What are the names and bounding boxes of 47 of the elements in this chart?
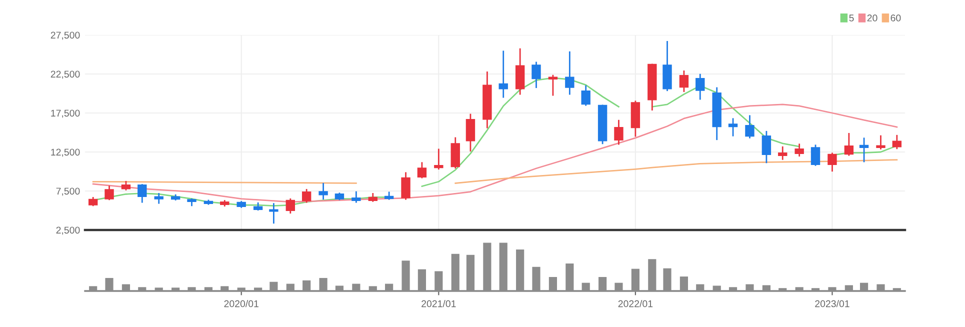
candlestick	[450, 137, 460, 169]
y-tick-label: 7,500	[56, 188, 80, 196]
candlestick	[352, 191, 361, 203]
candlestick	[762, 130, 772, 164]
legend-label: 60	[890, 14, 901, 22]
y-tick-label: 12,500	[51, 148, 80, 157]
x-tick-label: 2022/01	[618, 300, 653, 308]
candlestick	[794, 144, 804, 157]
candlestick	[810, 144, 820, 166]
candlestick	[466, 114, 476, 152]
x-tick-label: 2023/01	[815, 300, 850, 308]
candlestick	[696, 74, 705, 100]
candlestick	[614, 120, 624, 145]
candlestick	[138, 184, 147, 203]
candlestick	[532, 62, 541, 88]
candlestick	[434, 148, 444, 170]
y-tick-label: 22,500	[50, 70, 80, 79]
candlestick	[515, 48, 525, 95]
candlestick	[859, 138, 869, 162]
y-tick-label: 2,500	[56, 226, 80, 235]
x-tick-label: 2021/01	[422, 300, 456, 308]
candlestick	[548, 74, 558, 96]
candlestick	[892, 134, 902, 150]
candlestick	[844, 132, 854, 156]
candlestick	[662, 41, 672, 92]
legend-label: 20	[867, 14, 878, 22]
candlestick	[286, 198, 296, 214]
candlestick	[679, 70, 689, 92]
y-tick-label: 17,500	[51, 110, 80, 118]
candlestick	[318, 182, 328, 200]
candlestick	[498, 50, 508, 98]
candlestick	[269, 203, 278, 224]
candlestick	[581, 85, 590, 106]
candlestick	[778, 146, 788, 160]
candlestick	[828, 152, 837, 172]
candlestick	[401, 172, 410, 200]
candlestick	[302, 188, 312, 203]
x-tick-label: 2020/01	[224, 300, 258, 308]
candlestick	[728, 118, 738, 136]
y-tick-label: 27,500	[50, 32, 80, 40]
candlestick	[154, 193, 164, 204]
candlestick	[417, 162, 427, 178]
candlestick	[745, 115, 754, 138]
candlestick	[565, 51, 574, 95]
legend-label: 5	[849, 14, 854, 22]
candlestick	[876, 135, 886, 150]
candlestick	[104, 186, 114, 200]
